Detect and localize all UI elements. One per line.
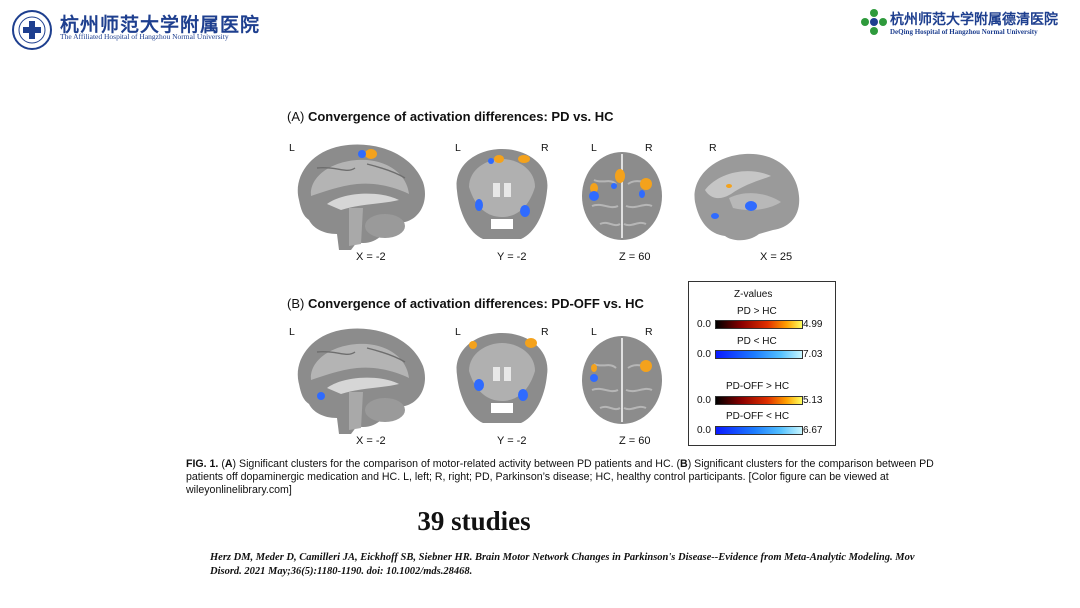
panel-a-view2-left-label: L <box>455 142 461 154</box>
legend-scale-1-label: PD > HC <box>737 306 777 317</box>
activation-cluster-warm <box>640 360 652 372</box>
panel-b-view3-right-label: R <box>645 326 653 338</box>
legend-scale-4-label: PD-OFF < HC <box>726 411 790 422</box>
panel-b-label: (B) <box>287 296 305 311</box>
panel-a-label: (A) <box>287 109 305 124</box>
panel-b-heading: Convergence of activation differences: P… <box>307 296 644 311</box>
activation-cluster-warm <box>590 183 598 193</box>
legend-scale-1-max: 4.99 <box>803 319 823 330</box>
panel-a-coronal-brain-slice <box>456 149 548 239</box>
legend-scale-3-colorbar <box>715 396 803 405</box>
panel-a-view3-left-label: L <box>591 142 597 154</box>
activation-cluster-cool <box>611 183 617 189</box>
legend-scale-4-max: 6.67 <box>803 425 823 436</box>
panel-a-view4-coordinate: X = 25 <box>760 251 793 263</box>
legend-scale-3-min: 0.0 <box>697 395 711 406</box>
figure-caption: FIG. 1. (A) Significant clusters for the… <box>186 458 944 497</box>
hospital-seal-logo <box>12 10 52 50</box>
activation-cluster-warm <box>615 169 625 183</box>
hospital-name-english: The Affiliated Hospital of Hangzhou Norm… <box>60 32 229 41</box>
hospital-name-chinese: 杭州师范大学附属医院 <box>60 15 261 36</box>
panel-b-coronal-brain-slice <box>456 333 548 423</box>
legend-scale-4-min: 0.0 <box>697 425 711 436</box>
legend-scale-2-max: 7.03 <box>803 349 823 360</box>
panel-a-view1-coordinate: X = -2 <box>356 251 386 263</box>
activation-cluster-warm <box>494 155 504 163</box>
panel-b-view1-coordinate: X = -2 <box>356 435 386 447</box>
activation-cluster-cool <box>317 392 325 400</box>
activation-cluster-cool <box>745 201 757 211</box>
studies-count: 39 studies <box>417 506 531 536</box>
panel-a-lateral-sagittal-slice <box>694 153 800 241</box>
activation-cluster-warm <box>469 341 477 349</box>
caption-text-part: ) Significant clusters for the compariso… <box>232 458 681 470</box>
caption-panel-a-ref: A <box>224 458 233 470</box>
panel-b-view1-side-label: L <box>289 326 295 338</box>
panel-b-view3-left-label: L <box>591 326 597 338</box>
panel-a-view1-side-label: L <box>289 142 295 154</box>
activation-cluster-warm <box>640 178 652 190</box>
deqing-hospital-name-chinese: 杭州师范大学附属德清医院 <box>890 11 1058 27</box>
panel-b-axial-brain-slice <box>582 336 662 424</box>
legend-scale-2-min: 0.0 <box>697 349 711 360</box>
panel-a-sagittal-brain-slice <box>297 144 425 250</box>
activation-cluster-warm <box>726 184 732 188</box>
panel-b-view2-coordinate: Y = -2 <box>497 435 527 447</box>
panel-b-title: (B) Convergence of activation difference… <box>287 296 644 311</box>
caption-panel-b-ref: B <box>680 458 688 470</box>
panel-b-view3-coordinate: Z = 60 <box>619 435 651 447</box>
panel-b-sagittal-brain-slice <box>297 328 425 434</box>
z-value-legend: Z-values PD > HC 0.0 4.99 PD < HC 0.0 7.… <box>688 281 836 446</box>
deqing-hospital-name-english: DeQing Hospital of Hangzhou Normal Unive… <box>890 28 1038 36</box>
panel-a-view4-side-label: R <box>709 142 717 154</box>
activation-cluster-cool <box>358 150 366 158</box>
activation-cluster-cool <box>475 199 483 211</box>
legend-scale-4-colorbar <box>715 426 803 435</box>
activation-cluster-cool <box>590 374 598 382</box>
caption-text-part: ) Significant clusters for the compariso… <box>186 458 934 496</box>
panel-a-view2-coordinate: Y = -2 <box>497 251 527 263</box>
citation-reference: Herz DM, Meder D, Camilleri JA, Eickhoff… <box>210 552 915 577</box>
legend-scale-1-min: 0.0 <box>697 319 711 330</box>
legend-scale-1-colorbar <box>715 320 803 329</box>
panel-a-view3-coordinate: Z = 60 <box>619 251 651 263</box>
panel-a-title: (A) Convergence of activation difference… <box>287 109 614 124</box>
figure-caption-label: FIG. 1. <box>186 458 219 470</box>
activation-cluster-cool <box>520 205 530 217</box>
activation-cluster-warm <box>525 338 537 348</box>
legend-scale-3-label: PD-OFF > HC <box>726 381 790 392</box>
legend-scale-2-label: PD < HC <box>737 336 777 347</box>
activation-cluster-cool <box>488 158 494 164</box>
legend-title: Z-values <box>734 289 773 300</box>
deqing-hospital-logo <box>861 9 887 35</box>
activation-cluster-cool <box>589 191 599 201</box>
activation-cluster-cool <box>518 389 528 401</box>
panel-a-view3-right-label: R <box>645 142 653 154</box>
activation-cluster-cool <box>711 213 719 219</box>
legend-scale-3-max: 5.13 <box>803 395 823 406</box>
activation-cluster-cool <box>639 190 645 198</box>
activation-cluster-warm <box>591 364 597 372</box>
panel-a-view2-right-label: R <box>541 142 549 154</box>
legend-scale-2-colorbar <box>715 350 803 359</box>
activation-cluster-warm <box>518 155 530 163</box>
activation-cluster-warm <box>365 149 377 159</box>
panel-a-heading: Convergence of activation differences: P… <box>307 109 614 124</box>
panel-a-axial-brain-slice <box>582 152 662 240</box>
panel-b-view2-left-label: L <box>455 326 461 338</box>
activation-cluster-cool <box>474 379 484 391</box>
panel-b-view2-right-label: R <box>541 326 549 338</box>
caption-text-part: ( <box>218 458 225 470</box>
